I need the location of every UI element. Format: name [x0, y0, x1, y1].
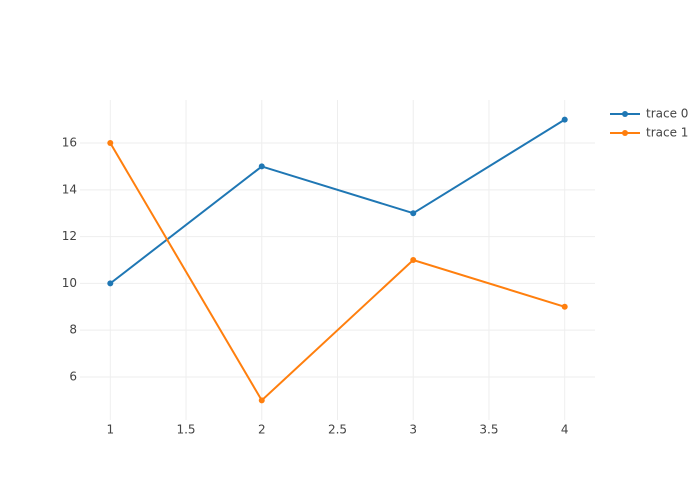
marker — [107, 280, 114, 287]
x-tick-label: 1.5 — [176, 423, 195, 437]
x-tick-label: 4 — [561, 423, 569, 437]
legend-marker — [622, 130, 628, 136]
legend-label: trace 1 — [646, 126, 688, 140]
x-tick-label: 3 — [409, 423, 417, 437]
marker — [561, 116, 568, 123]
line — [109, 142, 566, 402]
y-tick-label: 12 — [62, 229, 77, 243]
x-tick-label: 1 — [106, 423, 114, 437]
y-tick-label: 6 — [69, 369, 77, 383]
legend-label: trace 0 — [646, 107, 688, 121]
y-tick-label: 16 — [62, 136, 77, 150]
legend-marker — [622, 111, 628, 117]
y-tick-label: 14 — [62, 182, 77, 196]
marker — [107, 140, 114, 147]
x-tick-label: 2 — [258, 423, 266, 437]
marker — [410, 257, 417, 263]
marker — [561, 303, 568, 310]
y-tick-label: 8 — [69, 323, 77, 337]
marker — [410, 210, 417, 217]
line — [109, 118, 566, 285]
x-tick-label: 2.5 — [328, 423, 347, 437]
marker — [258, 397, 265, 404]
x-tick-label: 3.5 — [479, 423, 498, 437]
marker — [258, 163, 265, 170]
y-tick-label: 10 — [62, 276, 77, 290]
